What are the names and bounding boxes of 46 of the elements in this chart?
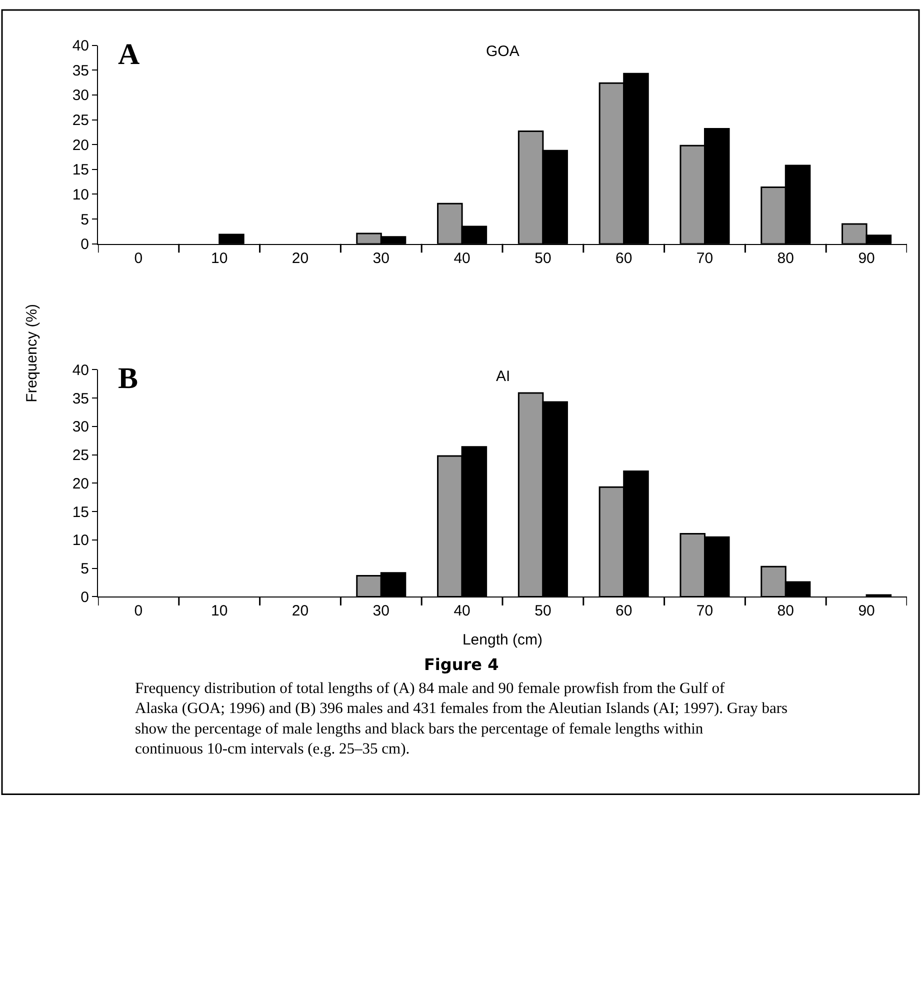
annotation: A	[118, 38, 140, 71]
y-tick-label: 10	[72, 532, 89, 550]
x-tick-label: 20	[292, 602, 309, 620]
chart-title: AI	[496, 368, 510, 385]
y-tick-label: 25	[72, 447, 89, 464]
y-tick-label: 30	[72, 418, 89, 436]
x-tick-label: 40	[454, 250, 470, 267]
y-tick-label: 30	[72, 87, 89, 104]
x-tick-label: 40	[454, 602, 470, 620]
x-tick-label: 0	[134, 250, 143, 267]
x-tick-label: 60	[616, 250, 632, 267]
text: Frequency distribution of total lengths of (A) 84 male and 90 female prowfish from the Gulf of Alaska (GOA; 1996) and (B) 396 males and 431 females from the Aleutian Islands (AI; 1997). Gray bars show the percentage of male lengths and black bars the percentage of female lengths within continuous 10-cm intervals (e.g. 25–35 cm).	[135, 680, 788, 758]
y-tick-label: 20	[72, 475, 89, 492]
x-tick-label: 70	[696, 250, 714, 267]
x-tick-label: 50	[534, 602, 552, 620]
y-tick-label: 0	[80, 236, 89, 254]
x-tick-label: 70	[696, 602, 714, 620]
chart-title: GOA	[486, 43, 520, 60]
x-tick-label: 30	[372, 250, 390, 267]
y-tick-label: 5	[80, 560, 89, 578]
annotation: B	[118, 362, 138, 395]
y-tick-label: 10	[72, 186, 89, 204]
y-tick-label: 20	[72, 136, 89, 154]
x-tick-label: 60	[616, 602, 632, 620]
x-tick-label: 90	[858, 250, 875, 267]
y-tick-label: 0	[80, 588, 89, 606]
x-tick-label: 80	[777, 602, 794, 620]
x-axis-title: Length (cm)	[462, 632, 543, 649]
y-tick-label: 15	[72, 504, 89, 521]
y-tick-label: 5	[80, 211, 89, 228]
y-tick-label: 25	[72, 112, 89, 130]
x-tick-label: 90	[858, 602, 875, 620]
x-tick-label: 30	[372, 602, 390, 620]
x-tick-label: 10	[211, 250, 228, 267]
x-tick-label: 50	[534, 250, 552, 267]
y-tick-label: 40	[72, 38, 89, 55]
y-tick-label: 40	[72, 362, 89, 379]
x-tick-label: 80	[777, 250, 794, 267]
x-tick-label: 10	[211, 602, 228, 620]
x-tick-label: 20	[292, 250, 309, 267]
y-tick-label: 35	[72, 62, 89, 80]
y-axis-title: Frequency (%)	[24, 304, 41, 402]
y-tick-label: 15	[72, 162, 89, 179]
y-tick-label: 35	[72, 390, 89, 408]
x-tick-label: 0	[134, 602, 143, 620]
caption: Figure 4	[424, 655, 499, 674]
